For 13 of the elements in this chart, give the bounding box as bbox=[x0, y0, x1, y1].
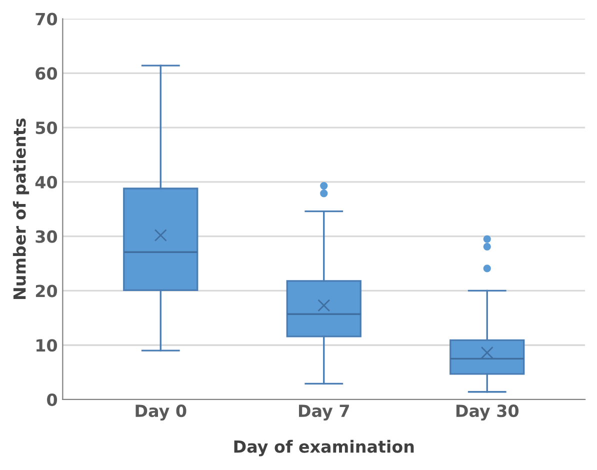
y-axis-title: Number of patients bbox=[12, 118, 30, 300]
y-tick-label: 40 bbox=[35, 176, 58, 189]
x-tick-label: Day 0 bbox=[136, 404, 186, 420]
x-tick-label: Day 30 bbox=[456, 404, 519, 420]
y-tick-label: 10 bbox=[36, 339, 58, 352]
x-axis-title: Day of examination bbox=[234, 440, 414, 456]
y-tick-label: 30 bbox=[36, 230, 58, 243]
y-tick-label: 20 bbox=[36, 284, 58, 298]
x-tick-label: Day 7 bbox=[298, 404, 349, 420]
y-tick-label: 0 bbox=[47, 393, 58, 406]
y-tick-label: 70 bbox=[36, 12, 58, 26]
y-tick-label: 60 bbox=[36, 67, 58, 80]
y-tick-label: 50 bbox=[36, 122, 58, 134]
